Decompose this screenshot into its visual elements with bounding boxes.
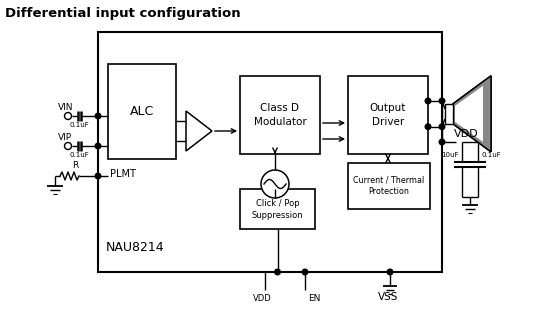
Text: Class D: Class D [260, 103, 300, 113]
FancyBboxPatch shape [240, 189, 315, 229]
Polygon shape [455, 86, 483, 142]
Text: Output: Output [370, 103, 406, 113]
Circle shape [439, 124, 445, 129]
Text: Suppression: Suppression [252, 210, 303, 219]
Text: 0.1uF: 0.1uF [481, 152, 500, 158]
Text: 0.1uF: 0.1uF [70, 152, 89, 158]
FancyBboxPatch shape [445, 104, 453, 124]
Polygon shape [453, 76, 491, 152]
Polygon shape [453, 76, 491, 152]
Text: VDD: VDD [454, 129, 478, 139]
FancyBboxPatch shape [108, 64, 176, 159]
Circle shape [387, 269, 393, 275]
Circle shape [64, 143, 71, 149]
Circle shape [425, 124, 431, 129]
Text: ALC: ALC [130, 105, 154, 118]
FancyBboxPatch shape [348, 163, 430, 209]
Text: 0.1uF: 0.1uF [70, 122, 89, 128]
FancyBboxPatch shape [240, 76, 320, 154]
Text: Click / Pop: Click / Pop [256, 198, 299, 208]
Text: VIN: VIN [58, 102, 74, 111]
Circle shape [302, 269, 308, 275]
Text: Differential input configuration: Differential input configuration [5, 7, 241, 20]
Circle shape [439, 139, 445, 145]
Circle shape [95, 173, 101, 179]
Text: PLMT: PLMT [110, 169, 136, 179]
Circle shape [439, 98, 445, 104]
FancyBboxPatch shape [348, 76, 428, 154]
Text: Modulator: Modulator [253, 117, 307, 127]
Text: Driver: Driver [372, 117, 404, 127]
Polygon shape [453, 76, 491, 152]
Text: NAU8214: NAU8214 [106, 241, 165, 254]
Text: 10uF: 10uF [441, 152, 459, 158]
Circle shape [275, 269, 280, 275]
Circle shape [261, 170, 289, 198]
Text: EN: EN [308, 294, 321, 303]
Text: VDD: VDD [252, 294, 271, 303]
Polygon shape [186, 111, 212, 151]
Circle shape [95, 113, 101, 119]
Circle shape [425, 98, 431, 104]
Text: Current / Thermal: Current / Thermal [353, 176, 425, 185]
FancyBboxPatch shape [98, 32, 442, 272]
Circle shape [64, 112, 71, 120]
Text: VSS: VSS [378, 292, 398, 302]
Text: VIP: VIP [58, 133, 72, 142]
Text: Protection: Protection [368, 187, 409, 197]
Text: R: R [72, 160, 78, 170]
Circle shape [95, 143, 101, 149]
